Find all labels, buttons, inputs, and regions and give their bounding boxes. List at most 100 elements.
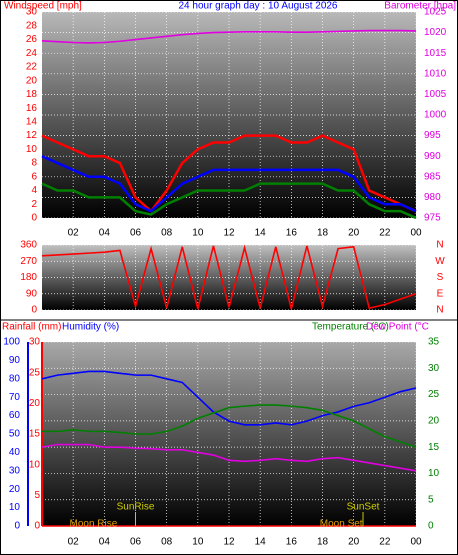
y-tick-label: 12 (26, 130, 38, 141)
x-tick-label: 10 (192, 537, 204, 548)
compass-label: N (436, 305, 443, 316)
x-tick-label: 02 (68, 228, 80, 239)
x-tick-label: 22 (379, 228, 391, 239)
x-tick-label: 14 (255, 537, 267, 548)
y2-tick-label: 15 (428, 442, 440, 453)
legend-entry: Dew Point (°C (366, 322, 429, 333)
x-tick-label: 08 (161, 537, 173, 548)
y-tick-label: 14 (26, 117, 38, 128)
y2-tick-label: 1005 (424, 89, 447, 100)
series-line (41, 155, 417, 213)
x-tick-label: 20 (348, 537, 360, 548)
y2-tick-label: 975 (424, 213, 441, 224)
y-tick-label: 70 (9, 392, 21, 403)
x-tick-label: 12 (223, 537, 235, 548)
y2-tick-label: 20 (428, 415, 440, 426)
series-line (41, 443, 417, 472)
y-tick-label: 0 (31, 213, 37, 224)
x-tick-label: 00 (410, 537, 422, 548)
x-tick-label: 04 (99, 228, 111, 239)
y3-tick-label: 25 (29, 367, 41, 378)
y-tick-label: 16 (26, 103, 38, 114)
y-tick-label: 26 (26, 34, 38, 45)
y2-tick-label: 1010 (424, 68, 447, 79)
x-tick-label: 06 (130, 228, 142, 239)
y-tick-label: 360 (20, 240, 37, 251)
compass-label: S (437, 272, 444, 283)
x-tick-label: 16 (286, 537, 298, 548)
y2-tick-label: 995 (424, 130, 441, 141)
y-tick-label: 270 (20, 256, 37, 267)
y-tick-label: 2 (31, 199, 37, 210)
x-tick-label: 04 (99, 537, 111, 548)
series-line (41, 182, 417, 220)
y-tick-label: 100 (3, 337, 20, 348)
x-tick-label: 00 (410, 228, 422, 239)
y-tick-label: 8 (31, 158, 37, 169)
event-label: Moon Rise (70, 519, 118, 530)
y-tick-label: 10 (9, 502, 21, 513)
y2-tick-label: 1015 (424, 48, 447, 59)
y2-tick-label: 30 (428, 363, 440, 374)
x-tick-label: 20 (348, 228, 360, 239)
y2-tick-label: 1025 (424, 7, 447, 18)
y2-tick-label: 10 (428, 468, 440, 479)
compass-label: W (435, 256, 445, 267)
y2-tick-label: 25 (428, 389, 440, 400)
compass-label: E (437, 288, 444, 299)
y3-tick-label: 5 (34, 490, 40, 501)
y-tick-label: 60 (9, 410, 21, 421)
y-tick-label: 180 (20, 272, 37, 283)
compass-label: N (436, 240, 443, 251)
y-tick-label: 30 (9, 465, 21, 476)
series-line (41, 29, 417, 44)
x-tick-label: 14 (255, 228, 267, 239)
y-tick-label: 80 (9, 373, 21, 384)
legend-entry: Humidity (%) (62, 322, 119, 333)
y-tick-label: 28 (26, 20, 38, 31)
x-tick-label: 22 (379, 537, 391, 548)
y-tick-label: 4 (31, 185, 37, 196)
event-label: Moon Set (320, 519, 363, 530)
y2-tick-label: 985 (424, 171, 441, 182)
y-tick-label: 30 (26, 7, 38, 18)
y3-tick-label: 30 (29, 337, 41, 348)
y-tick-label: 10 (26, 144, 38, 155)
x-tick-label: 10 (192, 228, 204, 239)
x-tick-label: 08 (161, 228, 173, 239)
y-tick-label: 0 (14, 521, 20, 532)
y3-tick-label: 15 (29, 429, 41, 440)
y-tick-label: 90 (26, 288, 38, 299)
x-tick-label: 12 (223, 228, 235, 239)
y-tick-label: 6 (31, 171, 37, 182)
y2-axis-label: Barometer [hpa] (384, 1, 456, 12)
y2-tick-label: 5 (428, 494, 434, 505)
y2-tick-label: 0 (428, 521, 434, 532)
y-tick-label: 18 (26, 89, 38, 100)
y-tick-label: 40 (9, 447, 21, 458)
y-tick-label: 0 (31, 305, 37, 316)
x-tick-label: 18 (317, 537, 329, 548)
series-line (41, 134, 417, 213)
y-tick-label: 90 (9, 355, 21, 366)
event-label: SunRise (117, 502, 155, 513)
legend-entry: Rainfall (mm) (2, 322, 61, 333)
y2-tick-label: 35 (428, 337, 440, 348)
y-tick-label: 22 (26, 62, 38, 73)
x-tick-label: 18 (317, 228, 329, 239)
chart-title: 24 hour graph day : 10 August 2026 (178, 1, 337, 12)
y2-tick-label: 1000 (424, 110, 447, 121)
series-line (41, 370, 417, 426)
x-tick-label: 06 (130, 537, 142, 548)
series-line (41, 244, 417, 310)
event-label: SunSet (347, 502, 380, 513)
y-tick-label: 20 (9, 484, 21, 495)
y-axis-label: Windspeed [mph] (4, 1, 82, 12)
y-tick-label: 20 (26, 75, 38, 86)
legend-entry: Temperature (°C) (312, 322, 389, 333)
y3-tick-label: 20 (29, 398, 41, 409)
series-line (42, 404, 417, 448)
y-tick-label: 24 (26, 48, 38, 59)
x-tick-label: 02 (68, 537, 80, 548)
